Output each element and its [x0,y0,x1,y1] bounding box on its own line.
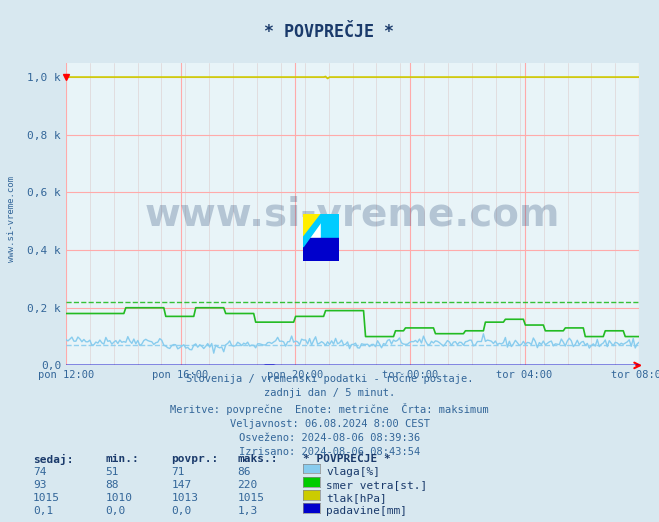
Text: 0,1: 0,1 [33,506,53,516]
Text: 0,0: 0,0 [171,506,192,516]
Text: www.si-vreme.com: www.si-vreme.com [7,176,16,262]
Text: vlaga[%]: vlaga[%] [326,467,380,477]
Text: 1010: 1010 [105,493,132,503]
Text: 71: 71 [171,467,185,477]
Text: 86: 86 [237,467,250,477]
Text: smer vetra[st.]: smer vetra[st.] [326,480,428,490]
Polygon shape [303,214,322,238]
Text: * POVPREČJE *: * POVPREČJE * [264,23,395,41]
Text: www.si-vreme.com: www.si-vreme.com [145,195,560,233]
Text: 51: 51 [105,467,119,477]
Text: maks.:: maks.: [237,454,277,464]
Text: 1015: 1015 [237,493,264,503]
Text: 220: 220 [237,480,258,490]
Text: 88: 88 [105,480,119,490]
Text: * POVPREČJE *: * POVPREČJE * [303,454,391,464]
Polygon shape [322,214,339,238]
Polygon shape [303,238,339,261]
Text: tlak[hPa]: tlak[hPa] [326,493,387,503]
Text: 74: 74 [33,467,46,477]
Text: 1013: 1013 [171,493,198,503]
Text: min.:: min.: [105,454,139,464]
Text: 1015: 1015 [33,493,60,503]
Text: 0,0: 0,0 [105,506,126,516]
Text: 1,3: 1,3 [237,506,258,516]
Text: padavine[mm]: padavine[mm] [326,506,407,516]
Text: Slovenija / vremenski podatki - ročne postaje.
zadnji dan / 5 minut.
Meritve: po: Slovenija / vremenski podatki - ročne po… [170,373,489,457]
Text: povpr.:: povpr.: [171,454,219,464]
Polygon shape [303,214,327,247]
Text: 147: 147 [171,480,192,490]
Text: 93: 93 [33,480,46,490]
Text: sedaj:: sedaj: [33,454,73,465]
